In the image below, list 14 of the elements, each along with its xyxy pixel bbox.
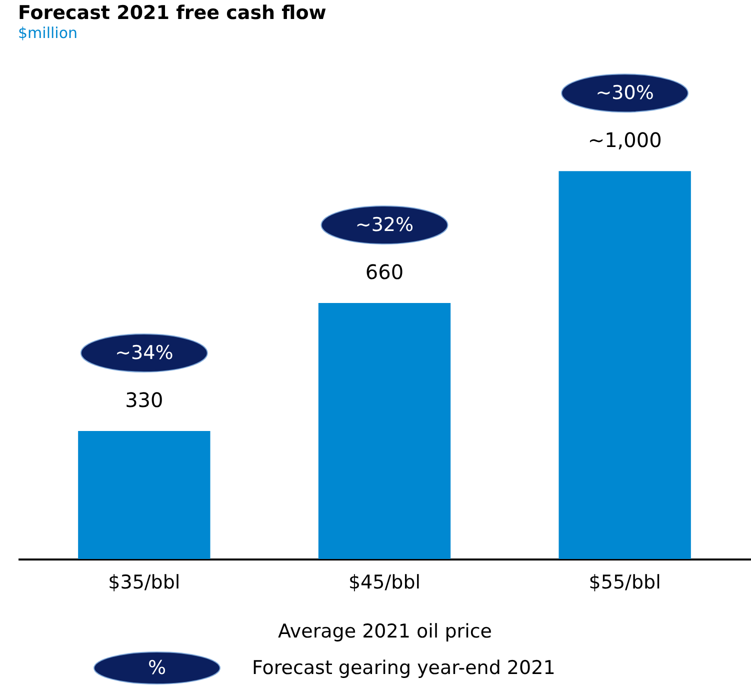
annotation: ~32% <box>355 214 414 236</box>
data-label: 330 <box>125 388 164 412</box>
annotation: ~34% <box>115 342 174 364</box>
x-axis-title: Average 2021 oil price <box>278 620 492 642</box>
data-label: 660 <box>365 260 404 284</box>
x-tick-label: $45/bbl <box>348 572 421 594</box>
chart-title: Forecast 2021 free cash flow <box>18 2 326 24</box>
ellipse-badge: % <box>92 650 222 686</box>
text: ~30% <box>596 82 654 104</box>
text: Forecast gearing year-end 2021 <box>252 657 556 679</box>
x-tick-label: $35/bbl <box>108 572 180 594</box>
chart-subtitle: $million <box>18 24 78 42</box>
data-label: ~1,000 <box>588 128 662 152</box>
x-tick-label: $55/bbl <box>588 572 661 594</box>
